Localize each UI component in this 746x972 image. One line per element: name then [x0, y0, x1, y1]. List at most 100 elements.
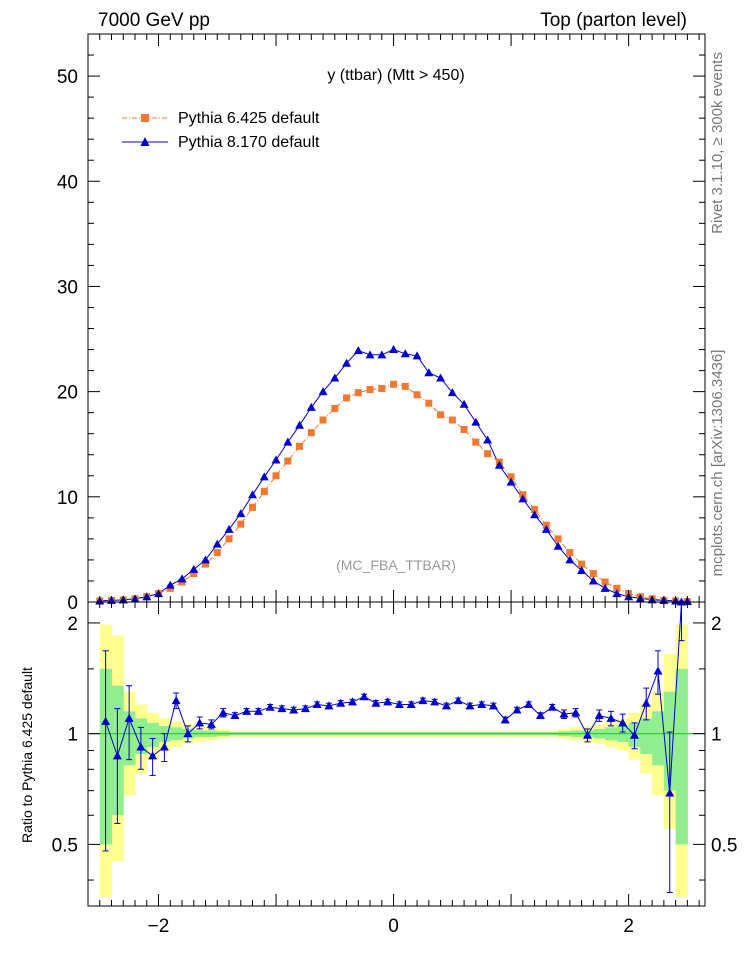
pythia8-point	[342, 358, 352, 367]
ratio-point	[618, 718, 628, 727]
legend-triangle-icon	[140, 137, 150, 146]
x-tick-label: 2	[623, 916, 634, 937]
ratio-point	[571, 708, 581, 717]
pythia8-point	[248, 490, 258, 499]
pythia8-point	[436, 373, 446, 382]
ratio-point	[535, 711, 545, 720]
main-axes: 0 10 20 30 40 50	[57, 33, 705, 614]
ratio-point	[394, 700, 404, 709]
pythia6-point	[601, 578, 609, 586]
pythia6-point	[413, 391, 421, 399]
y-tick-label: 20	[57, 383, 78, 404]
pythia8-point	[201, 555, 211, 564]
pythia6-point	[202, 560, 210, 568]
pythia6-point	[319, 416, 327, 424]
ratio-point	[206, 719, 216, 728]
pythia6-point	[260, 488, 268, 496]
ratio-point	[101, 716, 111, 725]
pythia6-point	[531, 505, 539, 513]
ratio-point	[112, 751, 122, 760]
legend-label-pythia6: Pythia 6.425 default	[178, 110, 320, 127]
ratio-point	[641, 698, 651, 707]
ratio-point	[136, 742, 146, 751]
pythia6-point	[437, 411, 445, 419]
ratio-point	[441, 701, 451, 710]
ratio-point	[253, 706, 263, 715]
pythia8-point	[541, 524, 551, 533]
ratio-panel: 0.5 0.5 1 1 2 2 −2 0 2 Ratio to Pythia 6.425 def…	[19, 597, 737, 937]
ratio-point	[383, 697, 393, 706]
pythia6-point	[578, 560, 586, 568]
pythia6-point	[331, 404, 339, 412]
side-label-mcplots: mcplots.cern.ch [arXiv:1306.3436]	[709, 350, 726, 577]
ratio-point	[500, 715, 510, 724]
pythia8-point	[530, 510, 540, 519]
pythia8-point	[212, 539, 222, 548]
ratio-y-tick-label: 2	[67, 614, 78, 635]
pythia6-point	[354, 389, 362, 397]
pythia8-point	[612, 589, 622, 598]
ratio-point	[359, 692, 369, 701]
ratio-point	[629, 730, 639, 739]
ratio-point	[453, 696, 463, 705]
pythia6-point	[472, 438, 480, 446]
x-tick-label: 0	[388, 916, 399, 937]
pythia8-point	[306, 402, 316, 411]
ratio-frame	[87, 601, 706, 907]
pythia8-point	[330, 373, 340, 382]
pythia8-point	[424, 368, 434, 377]
ratio-point	[336, 698, 346, 707]
pythia8-point	[189, 564, 199, 573]
pythia6-point	[366, 386, 374, 394]
pythia8-point	[377, 350, 387, 359]
ratio-band-inner	[675, 668, 688, 845]
pythia8-point	[483, 435, 493, 444]
ratio-point	[406, 700, 416, 709]
watermark: (MC_FBA_TTBAR)	[336, 557, 456, 573]
ratio-point	[582, 730, 592, 739]
ratio-point	[183, 729, 193, 738]
ratio-point	[312, 700, 322, 709]
pythia8-point	[165, 580, 175, 589]
pythia8-point	[447, 388, 457, 397]
pythia8-point	[518, 494, 528, 503]
header-right: Top (parton level)	[540, 10, 687, 31]
pythia6-point	[390, 380, 398, 388]
ratio-point	[218, 708, 228, 717]
y-tick-label: 50	[57, 67, 78, 88]
pythia8-point	[565, 555, 575, 564]
ratio-point	[465, 701, 475, 710]
side-label-rivet: Rivet 3.1.10, ≥ 300k events	[709, 52, 726, 234]
ratio-point	[594, 711, 604, 720]
ratio-point	[347, 697, 357, 706]
ratio-y-tick-label-right: 2	[711, 614, 722, 635]
legend-square-icon	[141, 114, 149, 122]
pythia8-point	[318, 387, 328, 396]
legend-label-pythia8: Pythia 8.170 default	[178, 134, 320, 151]
ratio-point	[512, 705, 522, 714]
pythia8-point	[271, 455, 281, 464]
ratio-point	[653, 666, 663, 675]
ratio-point	[559, 709, 569, 718]
ratio-point	[195, 718, 205, 727]
ratio-band-inner	[640, 718, 653, 755]
ratio-point	[289, 705, 299, 714]
pythia6-point	[378, 384, 386, 392]
pythia8-point	[177, 574, 187, 583]
ratio-point	[159, 742, 169, 751]
pythia6-point	[213, 549, 221, 557]
pythia6-point	[225, 535, 233, 543]
pythia8-point	[506, 477, 516, 486]
pythia6-point	[296, 442, 304, 450]
header-left: 7000 GeV pp	[98, 10, 210, 31]
pythia6-point	[307, 429, 315, 437]
ratio-point	[477, 700, 487, 709]
ratio-point	[430, 697, 440, 706]
ratio-ylabel: Ratio to Pythia 6.425 default	[19, 667, 35, 843]
pythia8-point	[365, 350, 375, 359]
ratio-point	[230, 711, 240, 720]
pythia6-point	[190, 570, 198, 578]
pythia6-point	[460, 425, 468, 433]
ratio-band-inner	[652, 711, 665, 766]
